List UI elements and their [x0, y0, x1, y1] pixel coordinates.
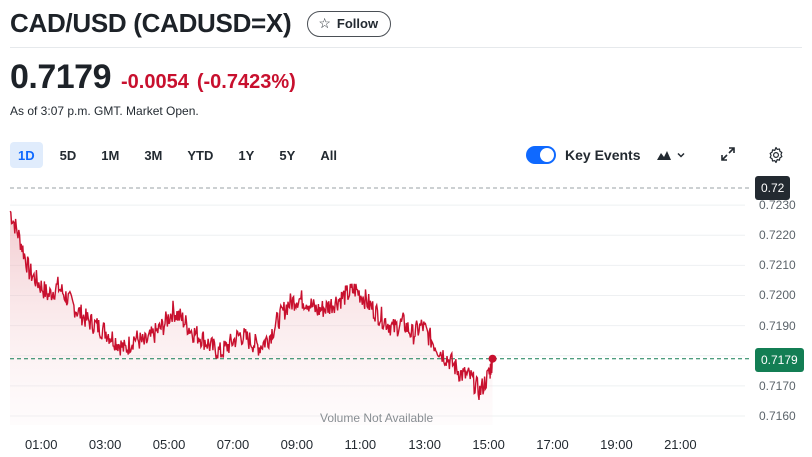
- quote-timestamp: As of 3:07 p.m. GMT. Market Open.: [10, 104, 199, 118]
- chart-type-mountain-icon: [657, 151, 671, 160]
- x-tick-label: 05:00: [152, 437, 186, 452]
- range-tabs: 1D 5D 1M 3M YTD 1Y 5Y All: [10, 142, 354, 168]
- last-price: 0.7179: [10, 58, 112, 96]
- follow-button[interactable]: ☆ Follow: [307, 10, 392, 37]
- y-tick-label: 0.7190: [759, 318, 796, 333]
- range-tab-1y[interactable]: 1Y: [238, 147, 255, 163]
- x-tick-label: 15:00: [472, 437, 505, 452]
- y-tick-label: 0.7220: [759, 228, 796, 243]
- range-tab-ytd[interactable]: YTD: [187, 147, 214, 163]
- page-title: CAD/USD (CADUSD=X): [10, 8, 292, 38]
- quote-header: CAD/USD (CADUSD=X) ☆ Follow: [10, 8, 392, 39]
- chart-type-selector[interactable]: [656, 146, 686, 164]
- range-tab-3m[interactable]: 3M: [144, 147, 163, 163]
- expand-icon[interactable]: [720, 146, 736, 162]
- range-tab-1d[interactable]: 1D: [10, 142, 43, 168]
- y-tick-label: 0.7230: [759, 198, 796, 213]
- x-tick-label: 17:00: [536, 437, 569, 452]
- toggle-knob: [540, 148, 554, 162]
- x-tick-label: 03:00: [88, 437, 122, 452]
- volume-note: Volume Not Available: [320, 411, 434, 425]
- y-tick-label: 0.7210: [759, 258, 796, 273]
- y-tick-label: 0.7170: [759, 378, 796, 393]
- range-tab-all[interactable]: All: [320, 147, 337, 163]
- star-icon: ☆: [318, 15, 331, 31]
- x-tick-label: 01:00: [24, 437, 58, 452]
- range-tab-5y[interactable]: 5Y: [279, 147, 296, 163]
- header-divider: [10, 47, 802, 48]
- price-line: [9, 210, 494, 400]
- chevron-down-icon: [677, 152, 685, 158]
- x-tick-label: 09:00: [280, 437, 314, 452]
- follow-label: Follow: [336, 16, 379, 31]
- x-tick-label: 21:00: [664, 437, 697, 452]
- last-price-tag: 0.7179: [755, 348, 804, 372]
- x-tick-label: 19:00: [600, 437, 633, 452]
- key-events-control: Key Events: [526, 142, 640, 168]
- price-chart[interactable]: [0, 170, 812, 457]
- key-events-toggle[interactable]: [526, 146, 556, 164]
- y-tick-label: 0.7160: [759, 408, 796, 423]
- last-price-marker: [488, 354, 497, 363]
- reference-price-tag: 0.72: [755, 176, 791, 200]
- price-area: [10, 211, 493, 425]
- key-events-label: Key Events: [565, 147, 641, 163]
- range-tab-5d[interactable]: 5D: [59, 147, 77, 163]
- x-tick-label: 07:00: [216, 437, 250, 452]
- range-tab-1m[interactable]: 1M: [101, 147, 120, 163]
- price-change-percent: (-0.7423%): [196, 71, 296, 93]
- price-row: 0.7179 -0.0054 (-0.7423%): [10, 58, 296, 97]
- x-tick-label: 11:00: [344, 437, 377, 452]
- x-tick-label: 13:00: [408, 437, 441, 452]
- price-change: -0.0054: [121, 71, 189, 93]
- gear-icon[interactable]: [767, 146, 785, 164]
- y-tick-label: 0.7200: [759, 288, 796, 303]
